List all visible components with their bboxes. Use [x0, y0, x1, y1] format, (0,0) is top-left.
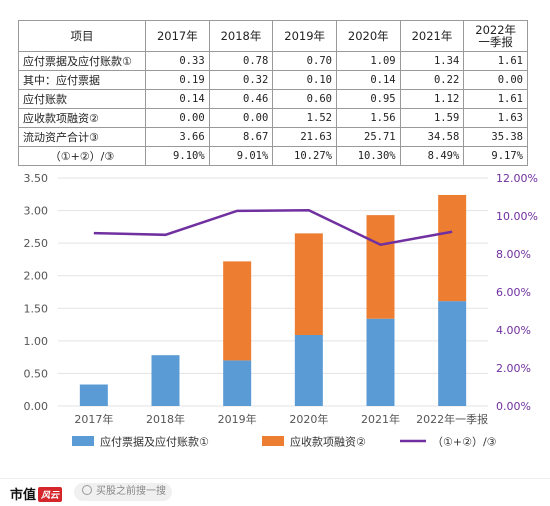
table-cell: 21.63 — [273, 128, 337, 147]
table-cell: 8.67 — [209, 128, 273, 147]
bar-segment — [367, 215, 395, 319]
row-label: 应收款项融资② — [19, 109, 146, 128]
bar-segment — [438, 301, 466, 406]
table-cell: 1.63 — [464, 109, 528, 128]
site-logo[interactable]: 市值风云 — [10, 484, 62, 503]
table-header-item: 项目 — [19, 21, 146, 52]
table-cell: 0.95 — [336, 90, 400, 109]
y2-tick-label: 10.00% — [496, 210, 538, 223]
table-cell: 0.10 — [273, 71, 337, 90]
table-cell: 0.33 — [146, 52, 210, 71]
table-cell: 0.00 — [209, 109, 273, 128]
search-icon — [82, 485, 92, 495]
y2-tick-label: 2.00% — [496, 362, 531, 375]
y-tick-label: 3.50 — [24, 172, 49, 185]
table-cell: 0.14 — [336, 71, 400, 90]
table-cell: 1.59 — [400, 109, 464, 128]
legend-label: （①+②）/③ — [432, 436, 497, 449]
legend-label: 应收款项融资② — [290, 435, 366, 449]
y2-tick-label: 12.00% — [496, 172, 538, 185]
table-cell: 1.52 — [273, 109, 337, 128]
row-label: 其中：应付票据 — [19, 71, 146, 90]
table-cell: 0.22 — [400, 71, 464, 90]
table-header-year: 2021年 — [400, 21, 464, 52]
table-header-year: 2017年 — [146, 21, 210, 52]
search-box[interactable]: 买股之前搜一搜 — [74, 483, 172, 501]
y-tick-label: 0.50 — [24, 367, 49, 380]
line-series — [94, 210, 452, 244]
table-header-year: 2022年一季报 — [464, 21, 528, 52]
table-cell: 1.61 — [464, 52, 528, 71]
x-tick-label: 2022年一季报 — [416, 412, 488, 426]
y-tick-label: 2.00 — [24, 270, 49, 283]
legend-swatch — [262, 436, 284, 446]
table-header-year: 2020年 — [336, 21, 400, 52]
row-label: 应付账款 — [19, 90, 146, 109]
table-cell: 35.38 — [464, 128, 528, 147]
table-cell: 25.71 — [336, 128, 400, 147]
y-tick-label: 1.50 — [24, 302, 49, 315]
table-cell: 1.09 — [336, 52, 400, 71]
y2-tick-label: 6.00% — [496, 286, 531, 299]
table-cell: 1.34 — [400, 52, 464, 71]
legend-label: 应付票据及应付账款① — [100, 435, 209, 449]
bar-segment — [295, 233, 323, 335]
x-tick-label: 2021年 — [361, 412, 400, 426]
table-cell: 34.58 — [400, 128, 464, 147]
bar-segment — [152, 355, 180, 406]
footer-bar: 市值风云 买股之前搜一搜 — [0, 478, 550, 506]
bar-segment — [438, 195, 466, 301]
bar-segment — [367, 319, 395, 406]
x-tick-label: 2020年 — [289, 412, 328, 426]
logo-text: 市值 — [10, 488, 36, 503]
y2-tick-label: 0.00% — [496, 400, 531, 413]
bar-segment — [80, 385, 108, 406]
y-tick-label: 0.00 — [24, 400, 49, 413]
x-tick-label: 2018年 — [146, 412, 185, 426]
table-cell: 0.70 — [273, 52, 337, 71]
table-cell: 0.46 — [209, 90, 273, 109]
table-cell: 1.12 — [400, 90, 464, 109]
table-cell: 0.00 — [464, 71, 528, 90]
table-cell: 1.56 — [336, 109, 400, 128]
table-cell: 1.61 — [464, 90, 528, 109]
bar-segment — [295, 335, 323, 406]
y-tick-label: 3.00 — [24, 205, 49, 218]
combo-chart: 0.00 0.50 1.00 1.50 2.00 2.50 3.00 3.50 0.00% 2.0… — [0, 160, 550, 478]
search-placeholder: 买股之前搜一搜 — [96, 486, 166, 497]
legend-swatch — [72, 436, 94, 446]
row-label: 应付票据及应付账款① — [19, 52, 146, 71]
bar-segment — [223, 360, 251, 406]
y2-tick-label: 4.00% — [496, 324, 531, 337]
table-cell: 0.00 — [146, 109, 210, 128]
y-tick-label: 1.00 — [24, 335, 49, 348]
table-cell: 0.14 — [146, 90, 210, 109]
row-label: 流动资产合计③ — [19, 128, 146, 147]
table-cell: 0.60 — [273, 90, 337, 109]
bar-segment — [223, 261, 251, 360]
table-cell: 0.32 — [209, 71, 273, 90]
table-cell: 0.78 — [209, 52, 273, 71]
table-header-year: 2019年 — [273, 21, 337, 52]
table-cell: 0.19 — [146, 71, 210, 90]
table-header-year: 2018年 — [209, 21, 273, 52]
y-tick-label: 2.50 — [24, 237, 49, 250]
table-cell: 3.66 — [146, 128, 210, 147]
logo-mark: 风云 — [38, 487, 62, 502]
y2-tick-label: 8.00% — [496, 248, 531, 261]
x-tick-label: 2017年 — [74, 412, 113, 426]
x-tick-label: 2019年 — [218, 412, 257, 426]
